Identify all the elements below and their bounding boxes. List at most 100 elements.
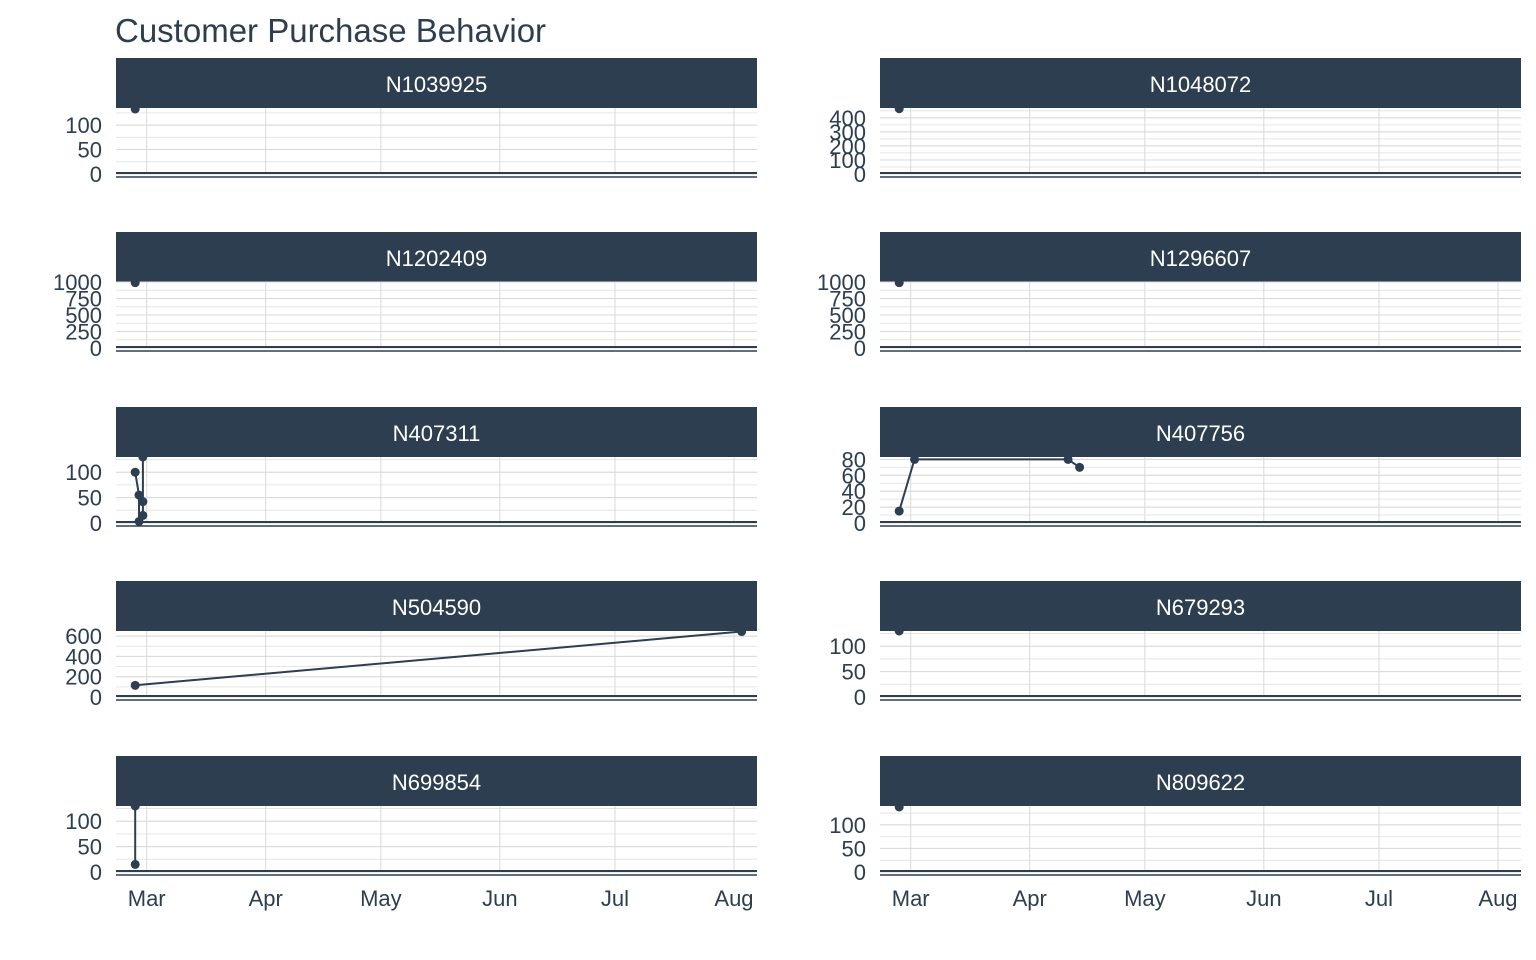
data-point	[138, 497, 148, 507]
data-point	[130, 278, 140, 288]
series-line	[135, 630, 742, 687]
y-tick-label: 600	[65, 624, 102, 649]
y-tick-label: 80	[842, 447, 866, 472]
facet-strip-label: N407756	[1156, 421, 1245, 446]
y-tick-label: 750	[829, 287, 866, 312]
data-point	[130, 859, 140, 869]
facet-strip	[880, 58, 1521, 108]
data-point	[894, 506, 904, 516]
x-tick-label: Aug	[1478, 886, 1517, 911]
data-point	[134, 490, 144, 500]
facet-strip-label: N1039925	[386, 72, 488, 97]
y-tick-label: 0	[90, 336, 102, 361]
facet-strip-label: N809622	[1156, 770, 1245, 795]
data-point	[138, 510, 148, 520]
data-point	[130, 467, 140, 477]
y-tick-label: 0	[90, 860, 102, 885]
y-tick-label: 100	[65, 113, 102, 138]
y-tick-label: 100	[65, 809, 102, 834]
x-tick-label: Mar	[128, 886, 166, 911]
y-tick-label: 0	[854, 336, 866, 361]
facet-strip	[116, 232, 757, 282]
y-tick-label: 50	[78, 835, 102, 860]
data-point	[130, 680, 140, 690]
facet-strip	[116, 756, 757, 806]
data-point	[894, 278, 904, 288]
facet-strip-label: N504590	[392, 595, 481, 620]
y-tick-label: 60	[842, 463, 866, 488]
y-tick-label: 100	[829, 813, 866, 838]
y-tick-label: 0	[854, 511, 866, 536]
y-tick-label: 20	[842, 495, 866, 520]
data-point	[737, 627, 747, 637]
y-tick-label: 1000	[817, 270, 866, 295]
data-point	[894, 104, 904, 114]
data-point	[894, 802, 904, 812]
y-tick-label: 0	[90, 685, 102, 710]
facet-strip-label: N407311	[393, 421, 481, 446]
y-tick-label: 0	[90, 162, 102, 187]
x-tick-label: Jun	[1246, 886, 1281, 911]
y-tick-label: 0	[854, 685, 866, 710]
y-tick-label: 300	[829, 120, 866, 145]
facet-strip	[880, 756, 1521, 806]
y-tick-label: 250	[829, 320, 866, 345]
y-tick-label: 400	[829, 106, 866, 131]
y-tick-label: 100	[829, 148, 866, 173]
y-tick-label: 50	[78, 486, 102, 511]
x-tick-label: Jul	[1365, 886, 1393, 911]
facet-strip	[880, 232, 1521, 282]
x-tick-label: Apr	[1013, 886, 1047, 911]
x-tick-label: Jul	[601, 886, 629, 911]
series-line	[898, 458, 1081, 512]
y-tick-label: 40	[842, 479, 866, 504]
y-tick-label: 500	[65, 303, 102, 328]
data-point	[1075, 462, 1085, 472]
data-point	[894, 626, 904, 636]
x-tick-label: Mar	[892, 886, 930, 911]
x-tick-label: May	[1124, 886, 1166, 911]
facet-strip	[116, 407, 757, 457]
data-point	[138, 452, 148, 462]
facet-strip	[880, 407, 1521, 457]
facet-strip-label: N699854	[392, 770, 481, 795]
facet-strip-label: N679293	[1156, 595, 1245, 620]
y-tick-label: 100	[829, 634, 866, 659]
y-tick-label: 200	[65, 665, 102, 690]
y-tick-label: 50	[78, 138, 102, 163]
x-tick-label: Apr	[249, 886, 283, 911]
y-tick-label: 100	[65, 460, 102, 485]
facet-strip-label: N1202409	[386, 246, 488, 271]
y-tick-label: 0	[854, 860, 866, 885]
data-point	[130, 104, 140, 114]
facet-strip	[116, 58, 757, 108]
chart-title: Customer Purchase Behavior	[115, 12, 547, 49]
y-tick-label: 0	[854, 162, 866, 187]
x-tick-label: Aug	[714, 886, 753, 911]
facet-strip-label: N1048072	[1150, 72, 1252, 97]
data-point	[130, 801, 140, 811]
data-point	[910, 454, 920, 464]
x-tick-label: Jun	[482, 886, 517, 911]
facet-strip	[116, 581, 757, 631]
data-point	[1063, 454, 1073, 464]
y-tick-label: 1000	[53, 270, 102, 295]
facet-strip-label: N1296607	[1150, 246, 1252, 271]
y-tick-label: 500	[829, 303, 866, 328]
y-tick-label: 250	[65, 320, 102, 345]
y-tick-label: 400	[65, 644, 102, 669]
y-tick-label: 750	[65, 287, 102, 312]
y-tick-label: 200	[829, 134, 866, 159]
x-tick-label: May	[360, 886, 402, 911]
